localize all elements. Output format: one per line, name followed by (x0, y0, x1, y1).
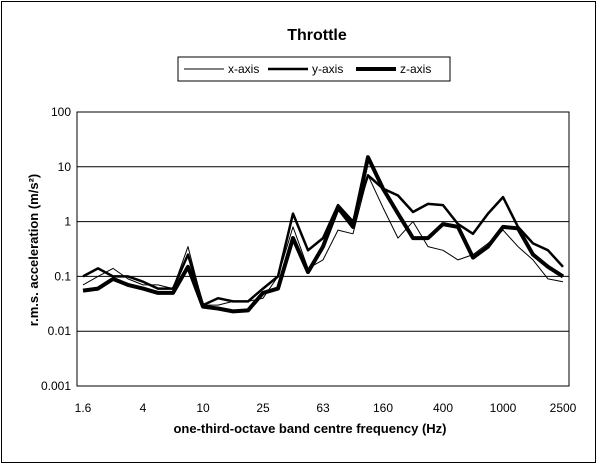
x-tick-label: 63 (316, 401, 330, 415)
legend-label-y-axis: y-axis (312, 62, 343, 76)
series-line-y-axis (82, 174, 564, 307)
series-lines (82, 155, 565, 314)
x-tick-labels: 1.6 4 10 25 63 160 400 1000 2500 (75, 401, 577, 415)
x-tick-label: 160 (373, 401, 393, 415)
legend: x-axis y-axis z-axis (177, 56, 451, 82)
legend-label-x-axis: x-axis (228, 62, 259, 76)
series-line-z-axis (82, 155, 565, 314)
x-tick-label: 25 (256, 401, 270, 415)
y-tick-label: 10 (58, 160, 72, 174)
series-line-x-axis (82, 174, 564, 306)
y-axis-label: r.m.s. acceleration (m/s²) (26, 174, 41, 326)
y-tick-labels: 0.001 0.01 0.1 1 10 100 (41, 105, 71, 393)
plot-area (76, 111, 570, 387)
x-tick-label: 1000 (490, 401, 517, 415)
x-axis-label: one-third-octave band centre frequency (… (173, 421, 446, 436)
x-tick-label: 4 (140, 401, 147, 415)
y-tick-label: 0.1 (54, 269, 71, 283)
x-tick-label: 10 (196, 401, 210, 415)
x-tick-label: 2500 (550, 401, 577, 415)
y-tick-label: 1 (64, 215, 71, 229)
chart-title: Throttle (287, 27, 347, 44)
gridlines (77, 166, 569, 332)
x-tick-label: 1.6 (75, 401, 92, 415)
x-tick-label: 400 (433, 401, 453, 415)
legend-label-z-axis: z-axis (400, 62, 431, 76)
y-tick-label: 0.001 (41, 379, 71, 393)
y-tick-label: 0.01 (48, 324, 72, 338)
y-tick-label: 100 (51, 105, 71, 119)
